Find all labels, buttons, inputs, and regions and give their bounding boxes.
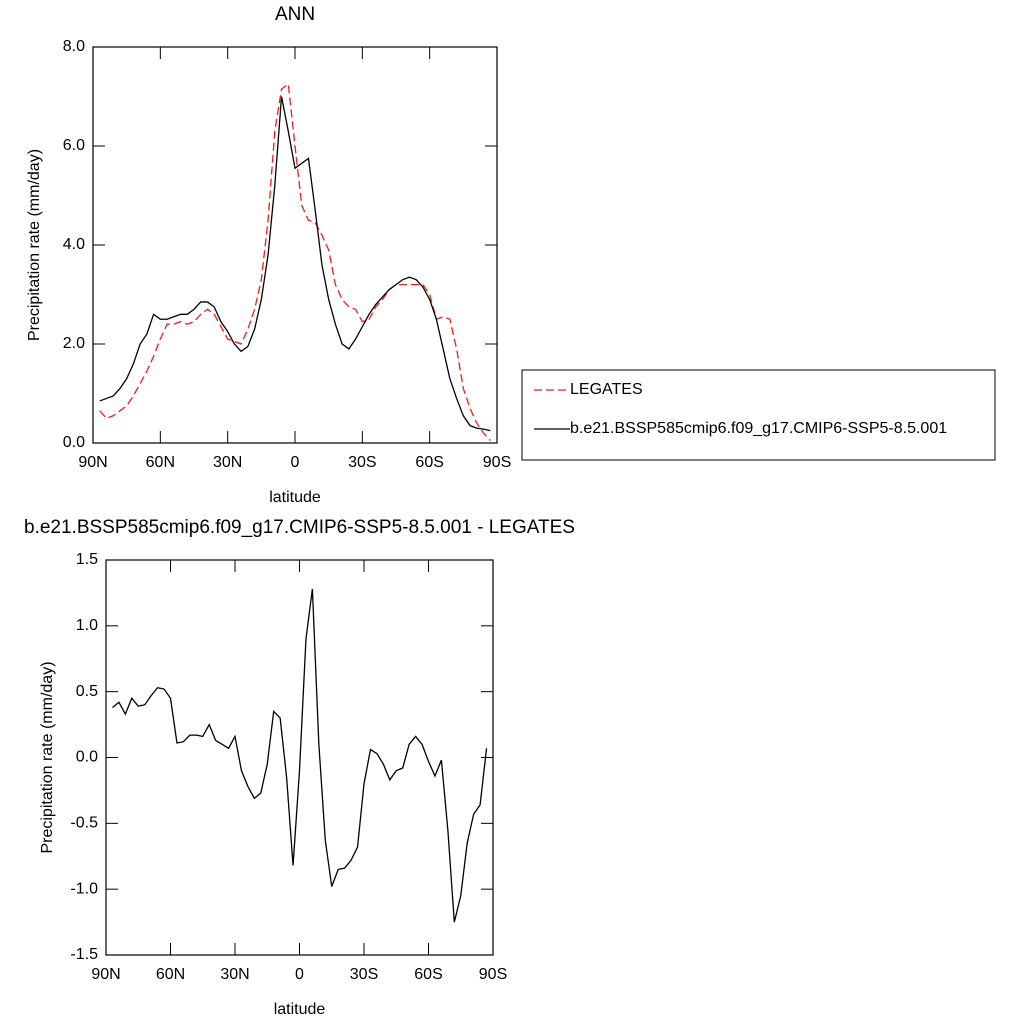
plot-frame [92,46,498,444]
y-tick-label: -0.5 [70,815,98,832]
x-tick-label: 60N [146,454,175,471]
x-tick-label: 90S [483,454,511,471]
legend-label: LEGATES [570,381,643,398]
data-line [99,82,491,441]
x-tick-label: 90S [479,966,507,983]
x-tick-label: 60N [156,966,185,983]
y-tick-label: -1.0 [70,880,98,897]
x-tick-label: 0 [291,454,300,471]
y-tick-label: 0.0 [63,434,85,451]
data-line [112,588,488,923]
y-axis-label: Precipitation rate (mm/day) [26,149,43,341]
y-tick-label: 0.0 [76,749,98,766]
y-tick-label: 0.5 [76,683,98,700]
chart-title: ANN [275,4,315,25]
x-tick-label: 30S [350,966,378,983]
x-tick-label: 60S [415,454,443,471]
legend-label: b.e21.BSSP585cmip6.f09_g17.CMIP6-SSP5-8.… [570,420,947,437]
x-tick-label: 30N [213,454,242,471]
chart-title: b.e21.BSSP585cmip6.f09_g17.CMIP6-SSP5-8.… [24,517,575,538]
y-tick-label: 1.5 [76,551,98,568]
x-tick-label: 90N [91,966,120,983]
x-axis-label: latitude [274,1001,326,1018]
x-tick-label: 90N [78,454,107,471]
y-tick-label: 6.0 [63,137,85,154]
plot-frame [105,559,494,956]
y-tick-label: 8.0 [63,38,85,55]
x-tick-label: 0 [295,966,304,983]
y-tick-label: 4.0 [63,236,85,253]
y-tick-label: -1.5 [70,946,98,963]
x-tick-label: 60S [414,966,442,983]
y-axis-label: Precipitation rate (mm/day) [39,661,56,853]
x-tick-label: 30S [348,454,376,471]
y-tick-label: 2.0 [63,335,85,352]
x-axis-label: latitude [269,489,321,506]
legend-frame [521,369,996,461]
data-line [99,96,491,432]
x-tick-label: 30N [220,966,249,983]
y-tick-label: 1.0 [76,617,98,634]
